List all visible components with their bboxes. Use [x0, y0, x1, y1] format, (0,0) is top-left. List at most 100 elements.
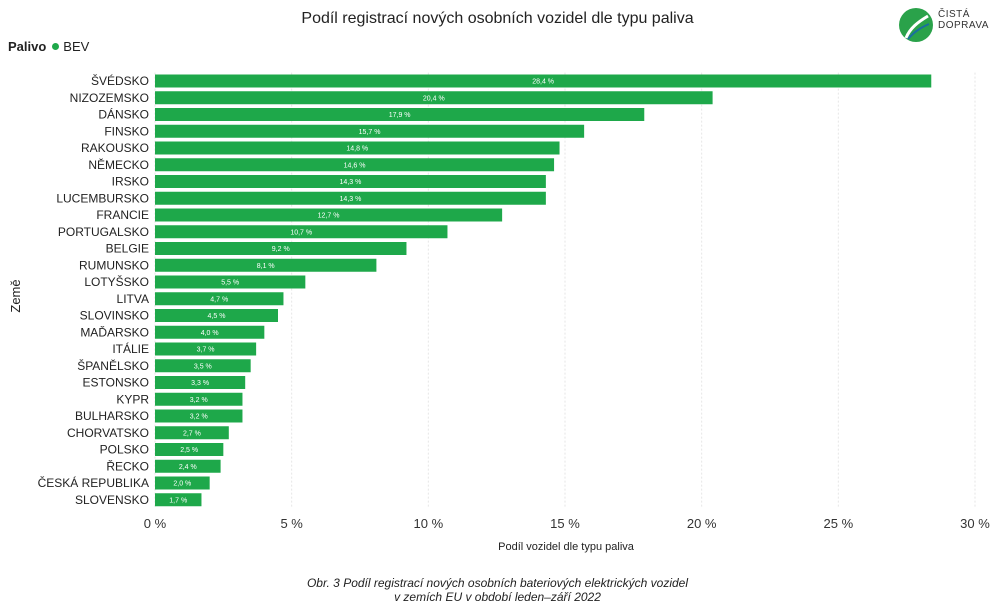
bar-row: RAKOUSKO 14,8 % [81, 141, 560, 155]
category-label: RUMUNSKO [79, 258, 149, 272]
bar[interactable] [155, 275, 306, 289]
category-label: KYPR [116, 392, 149, 406]
bar-value-label: 5,5 % [221, 280, 239, 287]
bar[interactable] [155, 158, 555, 172]
x-tick-label: 15 % [550, 516, 580, 531]
category-label: ESTONSKO [83, 376, 149, 390]
bar-value-label: 14,3 % [340, 196, 362, 203]
bar-value-label: 14,8 % [346, 146, 368, 153]
bar-row: RUMUNSKO 8,1 % [79, 258, 377, 272]
category-label: LOTYŠSKO [84, 274, 149, 289]
bar-value-label: 4,0 % [201, 330, 219, 337]
bar-row: FINSKO 15,7 % [104, 124, 585, 138]
bar-row: LUCEMBURSKO 14,3 % [56, 191, 546, 205]
bar[interactable] [155, 426, 229, 440]
category-label: ČESKÁ REPUBLIKA [38, 475, 149, 490]
category-label: ŠVÉDSKO [91, 73, 149, 88]
category-label: POLSKO [100, 443, 149, 457]
category-label: FRANCIE [96, 208, 149, 222]
bar-value-label: 1,7 % [169, 497, 187, 504]
bar[interactable] [155, 208, 503, 222]
x-ticks: 0 % 5 % 10 % 15 % 20 % 25 % 30 % [144, 516, 990, 531]
bar[interactable] [155, 74, 932, 88]
bar-row: LOTYŠSKO 5,5 % [84, 274, 306, 289]
bar-row: DÁNSKO 17,9 % [98, 107, 645, 122]
x-tick-label: 20 % [687, 516, 717, 531]
bar-value-label: 28,4 % [532, 79, 554, 86]
bar-row: LITVA 4,7 % [117, 292, 284, 306]
category-label: PORTUGALSKO [58, 225, 149, 239]
category-label: CHORVATSKO [67, 426, 149, 440]
grid-lines [154, 72, 976, 509]
bar[interactable] [155, 309, 278, 322]
category-label: ŘECKO [106, 458, 149, 473]
category-label: RAKOUSKO [81, 141, 149, 155]
bar-value-label: 2,7 % [183, 430, 201, 437]
caption-line2: v zemích EU v období leden–září 2022 [394, 590, 601, 604]
bar-value-label: 2,4 % [179, 464, 197, 471]
bar-value-label: 14,3 % [340, 179, 362, 186]
bar-row: FRANCIE 12,7 % [96, 208, 503, 222]
bar[interactable] [155, 376, 246, 389]
logo-text: ČISTÁ DOPRAVA [938, 9, 989, 31]
caption-line1: Obr. 3 Podíl registrací nových osobních … [306, 576, 689, 590]
bar-row: ITÁLIE 3,7 % [112, 341, 257, 356]
x-tick-label: 25 % [824, 516, 854, 531]
bar-row: MAĎARSKO 4,0 % [80, 324, 265, 339]
bar-row: ŠPANĚLSKO 3,5 % [77, 358, 251, 373]
bars: ŠVÉDSKO 28,4 % NIZOZEMSKO 20,4 % DÁNSKO 17,9 … [38, 73, 932, 507]
bar[interactable] [155, 258, 377, 272]
bar[interactable] [155, 476, 210, 490]
bar[interactable] [155, 443, 224, 456]
bar-row: ŘECKO 2,4 % [106, 458, 221, 473]
bar-row: KYPR 3,2 % [116, 392, 243, 406]
bar-row: IRSKO 14,3 % [112, 175, 546, 189]
category-label: BULHARSKO [75, 409, 149, 423]
bar[interactable] [155, 392, 243, 406]
bar[interactable] [155, 191, 546, 205]
figure-caption: Obr. 3 Podíl registrací nových osobních … [0, 576, 995, 604]
category-label: LITVA [117, 292, 149, 306]
x-tick-label: 10 % [414, 516, 444, 531]
bar-value-label: 3,5 % [194, 363, 212, 370]
bar[interactable] [155, 342, 257, 356]
bar-value-label: 3,2 % [190, 414, 208, 421]
bar-value-label: 14,6 % [344, 162, 366, 169]
x-tick-label: 0 % [144, 516, 167, 531]
bar[interactable] [155, 292, 284, 306]
bar-value-label: 4,5 % [208, 313, 226, 320]
bar-row: BELGIE 9,2 % [106, 242, 407, 256]
bar-value-label: 8,1 % [257, 263, 275, 270]
cista-doprava-logo [899, 8, 933, 42]
bar[interactable] [155, 493, 202, 507]
bar[interactable] [155, 91, 713, 105]
bar[interactable] [155, 175, 546, 188]
bar-value-label: 4,7 % [210, 296, 228, 303]
bar-row: ESTONSKO 3,3 % [83, 376, 246, 390]
legend: Palivo BEV [8, 39, 89, 54]
bar-value-label: 10,7 % [290, 229, 312, 236]
category-label: FINSKO [104, 124, 149, 138]
bar-row: ŠVÉDSKO 28,4 % [91, 73, 932, 88]
bar[interactable] [155, 242, 407, 255]
category-label: NĚMECKO [88, 157, 149, 172]
bar-row: NIZOZEMSKO 20,4 % [70, 91, 713, 105]
bar-row: ČESKÁ REPUBLIKA 2,0 % [38, 475, 210, 490]
bar[interactable] [155, 108, 645, 121]
bar[interactable] [155, 459, 221, 473]
logo-line1: ČISTÁ [938, 9, 970, 20]
category-label: ITÁLIE [112, 341, 149, 356]
bar-value-label: 20,4 % [423, 95, 445, 102]
bar[interactable] [155, 325, 265, 339]
logo-line2: DOPRAVA [938, 20, 989, 31]
bar-value-label: 2,0 % [173, 481, 191, 488]
bar[interactable] [155, 359, 251, 373]
bar-value-label: 15,7 % [359, 129, 381, 136]
bar[interactable] [155, 141, 560, 155]
category-label: ŠPANĚLSKO [77, 358, 149, 373]
x-axis-title: Podíl vozidel dle typu paliva [498, 541, 635, 553]
bar[interactable] [155, 124, 585, 138]
bar[interactable] [155, 225, 448, 239]
bar[interactable] [155, 409, 243, 423]
category-label: BELGIE [106, 242, 149, 256]
